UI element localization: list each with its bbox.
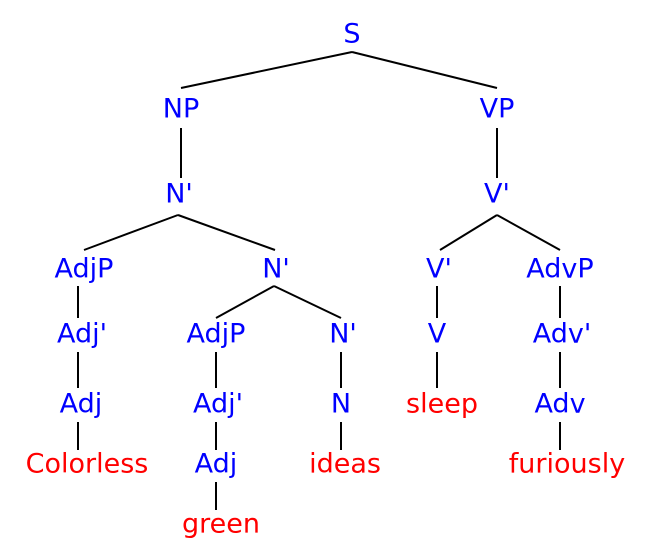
- node-label: Adj': [193, 389, 243, 420]
- edge: [496, 214, 561, 251]
- node-label: NP: [163, 94, 199, 125]
- node-label: Adv': [533, 319, 592, 350]
- node-label: VP: [480, 94, 515, 125]
- node-label: V: [428, 319, 447, 350]
- edges: [77, 51, 561, 510]
- edge: [215, 285, 275, 319]
- node-label: S: [343, 19, 360, 50]
- node-label: Adj: [60, 389, 103, 420]
- node-label: N': [329, 319, 357, 350]
- node-label: N: [331, 389, 351, 420]
- word-label: sleep: [406, 389, 478, 420]
- nodes: S NP VP N' V' AdjP N' V' AdvP Adj' AdjP …: [26, 19, 626, 540]
- edge: [273, 285, 342, 319]
- edge: [83, 214, 179, 251]
- node-label: N': [165, 179, 193, 210]
- edge: [439, 214, 498, 251]
- node-label: Adj: [195, 449, 238, 480]
- word-label: Colorless: [26, 449, 149, 480]
- node-label: V': [426, 254, 452, 285]
- word-label: green: [182, 509, 260, 540]
- node-label: Adj': [57, 319, 107, 350]
- node-label: AdjP: [187, 319, 246, 350]
- node-label: N': [262, 254, 290, 285]
- edge: [177, 214, 276, 251]
- node-label: AdvP: [526, 254, 593, 285]
- node-label: AdjP: [55, 254, 114, 285]
- word-label: furiously: [509, 449, 625, 480]
- node-label: Adv: [534, 389, 585, 420]
- edge: [180, 51, 353, 89]
- node-label: V': [484, 179, 510, 210]
- edge: [351, 51, 498, 89]
- word-label: ideas: [309, 449, 381, 480]
